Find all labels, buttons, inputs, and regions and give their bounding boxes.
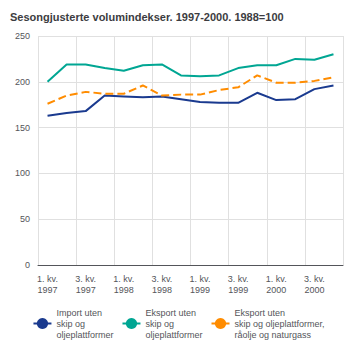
svg-text:1997: 1997	[38, 285, 58, 295]
svg-text:0: 0	[25, 260, 30, 270]
svg-text:3. kv.: 3. kv.	[228, 274, 249, 284]
svg-text:1998: 1998	[152, 285, 172, 295]
svg-text:1. kv.: 1. kv.	[113, 274, 134, 284]
svg-text:50: 50	[20, 214, 30, 224]
svg-text:1998: 1998	[114, 285, 134, 295]
svg-text:skip og: skip og	[145, 319, 174, 329]
svg-text:3. kv.: 3. kv.	[304, 274, 325, 284]
svg-text:1999: 1999	[190, 285, 210, 295]
svg-text:skip og oljeplattformer,: skip og oljeplattformer,	[235, 319, 325, 329]
svg-text:1. kv.: 1. kv.	[190, 274, 211, 284]
svg-text:oljeplattformer: oljeplattformer	[145, 330, 202, 340]
svg-text:200: 200	[15, 77, 30, 87]
svg-text:Eksport uten: Eksport uten	[235, 308, 286, 318]
svg-text:3. kv.: 3. kv.	[151, 274, 172, 284]
svg-text:1. kv.: 1. kv.	[37, 274, 58, 284]
svg-text:Sesongjusterte volumindekser.: Sesongjusterte volumindekser. 1997-2000.…	[10, 11, 284, 23]
svg-text:råolje og naturgass: råolje og naturgass	[235, 330, 312, 340]
svg-text:3. kv.: 3. kv.	[75, 274, 96, 284]
svg-text:2000: 2000	[266, 285, 286, 295]
svg-text:250: 250	[15, 31, 30, 41]
svg-text:Import uten: Import uten	[56, 308, 102, 318]
svg-text:1. kv.: 1. kv.	[266, 274, 287, 284]
svg-text:Eksport uten: Eksport uten	[145, 308, 196, 318]
svg-text:1999: 1999	[228, 285, 248, 295]
svg-text:1997: 1997	[76, 285, 96, 295]
svg-text:2000: 2000	[304, 285, 324, 295]
svg-text:oljeplattformer: oljeplattformer	[56, 330, 113, 340]
svg-text:skip og: skip og	[56, 319, 85, 329]
svg-text:150: 150	[15, 123, 30, 133]
svg-text:100: 100	[15, 168, 30, 178]
